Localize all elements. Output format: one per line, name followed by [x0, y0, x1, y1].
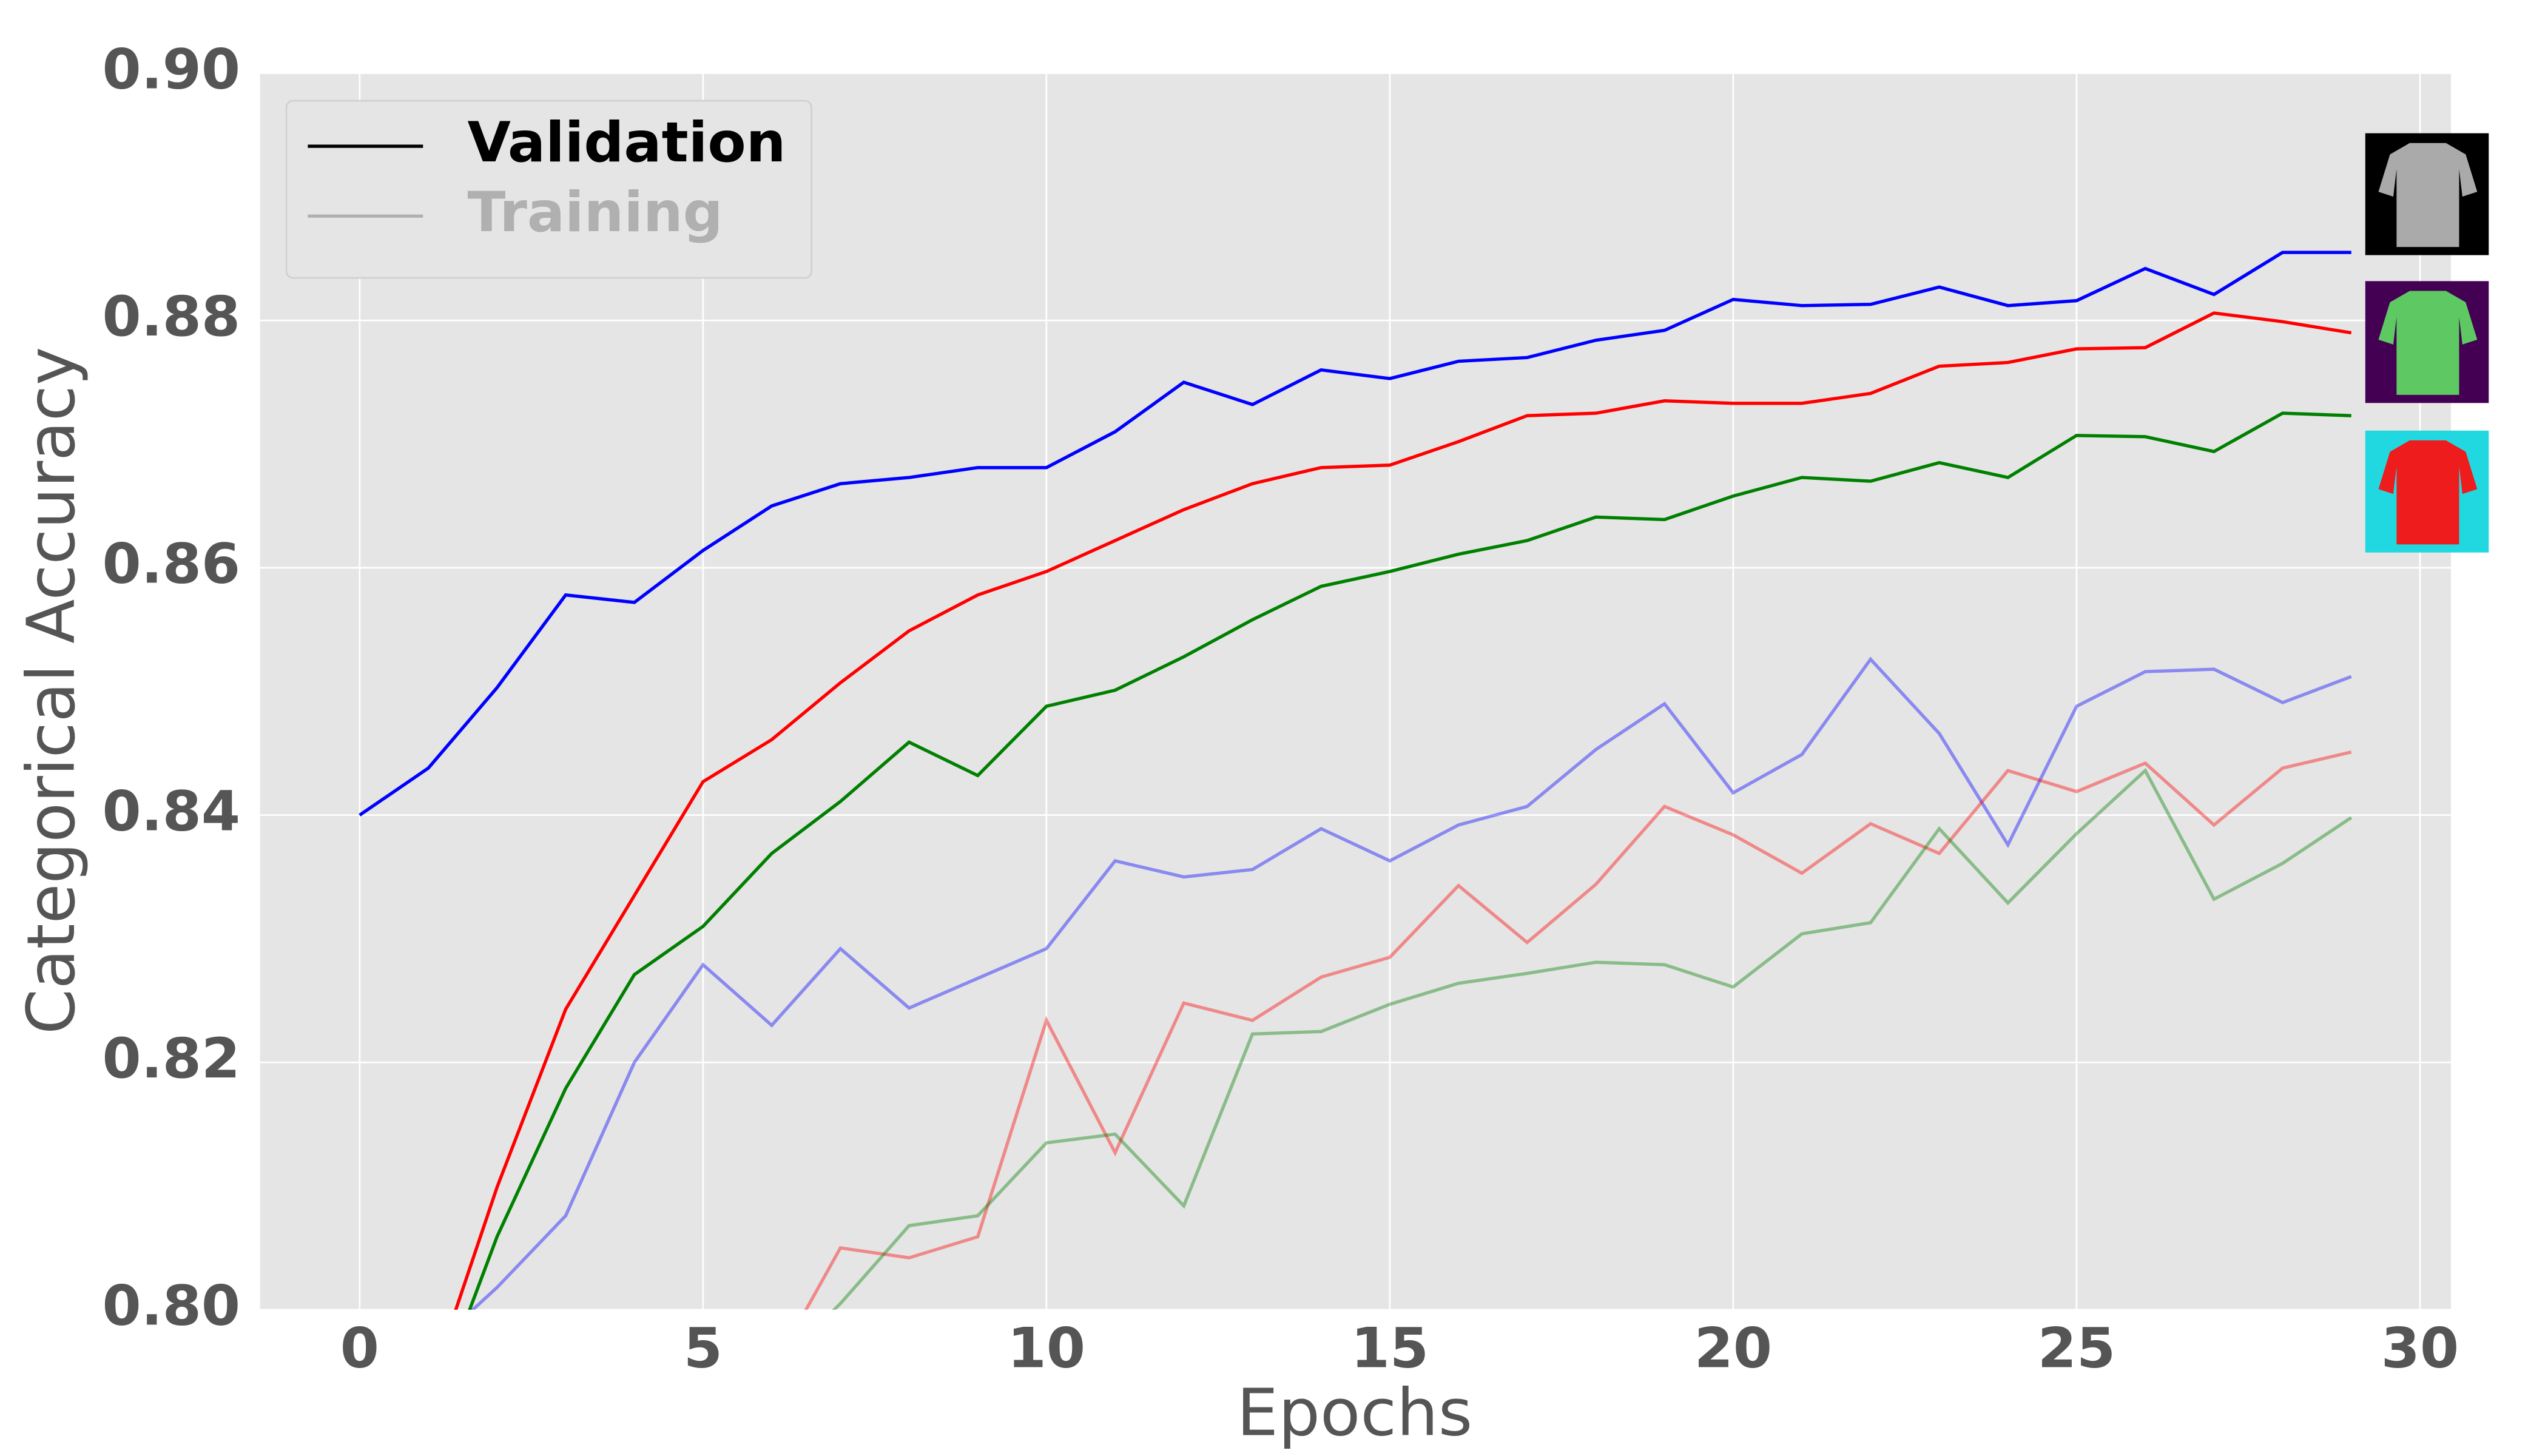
- grid: [260, 72, 2451, 1311]
- y-tick-label: 0.84: [103, 779, 241, 843]
- x-tick-label: 20: [1694, 1316, 1772, 1380]
- x-tick-label: 10: [1008, 1316, 1085, 1380]
- series-line: [804, 750, 2352, 1310]
- y-tick-label: 0.90: [103, 37, 241, 101]
- y-axis-label: Categorical Accuracy: [14, 347, 90, 1034]
- y-tick-label: 0.86: [103, 531, 241, 596]
- thumbnail-shirt: [2378, 143, 2478, 248]
- legend-label: Training: [468, 180, 723, 244]
- y-tick-label: 0.88: [103, 284, 241, 348]
- legend-label: Validation: [468, 110, 786, 174]
- tick-labels: 0.80 0.82 0.84 0.86 0.88 0.90 0 5 10 15 20 25 30: [103, 37, 2459, 1380]
- thumbnail-shirt: [2378, 291, 2478, 395]
- series-line: [468, 411, 2351, 1310]
- thumbnail-shirt: [2378, 440, 2478, 545]
- series-line: [359, 251, 2351, 817]
- x-tick-label: 15: [1351, 1316, 1429, 1380]
- x-tick-label: 30: [2381, 1316, 2459, 1380]
- series-line: [454, 311, 2352, 1310]
- x-tick-label: 5: [684, 1316, 723, 1380]
- lines: [359, 251, 2353, 1310]
- x-tick-label: 25: [2038, 1316, 2115, 1380]
- y-tick-label: 0.82: [103, 1026, 241, 1091]
- series-line: [832, 767, 2353, 1310]
- plot-area: [260, 73, 2451, 1310]
- x-tick-label: 0: [340, 1316, 379, 1380]
- thumbnails: [2365, 133, 2489, 553]
- y-tick-label: 0.80: [103, 1273, 241, 1338]
- x-axis-label: Epochs: [1237, 1375, 1473, 1451]
- series-line: [470, 656, 2352, 1310]
